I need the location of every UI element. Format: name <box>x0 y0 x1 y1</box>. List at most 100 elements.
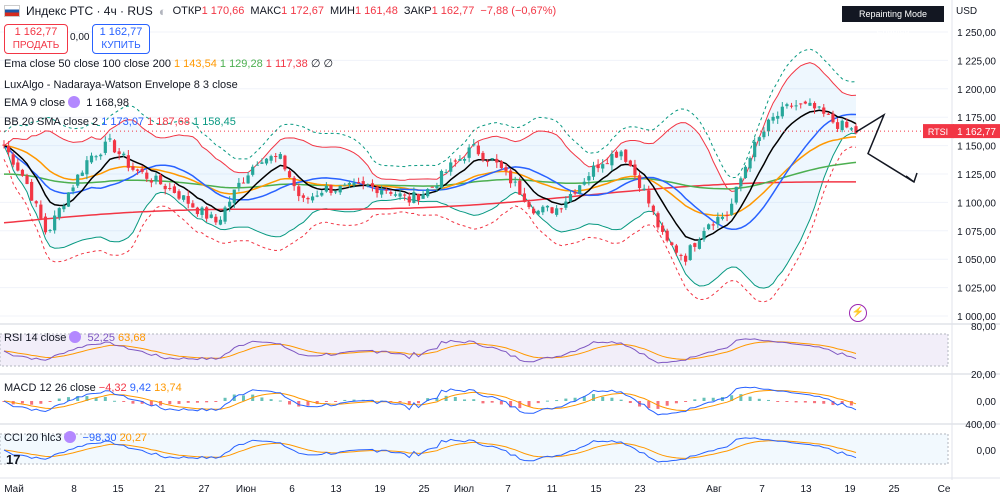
candles[interactable] <box>0 98 948 266</box>
macd-histogram-bar <box>94 397 98 401</box>
candle-body <box>444 172 448 174</box>
candle-body <box>564 201 568 208</box>
candle-body <box>665 230 669 241</box>
legend-luxalgo[interactable]: LuxAlgo - Nadaraya-Watson Envelope 8 3 c… <box>4 79 238 91</box>
candle-body <box>25 175 29 185</box>
tradingview-logo[interactable]: 17 <box>6 452 21 467</box>
macd-histogram-bar <box>463 399 467 401</box>
ema100-line <box>4 161 857 190</box>
macd-histogram-bar <box>140 401 144 404</box>
candle-body <box>94 156 98 158</box>
ohlc-close: ЗАКР1 162,77 <box>403 5 475 17</box>
macd-histogram-bar <box>665 401 669 406</box>
time-tick-label: 13 <box>800 484 812 495</box>
candle-body <box>393 194 398 196</box>
candle-body <box>435 186 439 189</box>
candle-body <box>66 192 71 207</box>
candle-body <box>76 174 80 186</box>
buy-button[interactable]: 1 162,77 КУПИТЬ <box>92 24 150 54</box>
candle-body <box>16 162 20 171</box>
macd-histogram-bar <box>20 401 24 404</box>
candle-body <box>808 102 812 106</box>
candle-body <box>269 156 273 161</box>
macd-histogram-bar <box>103 396 107 401</box>
rsi-band <box>0 333 949 367</box>
candle-body <box>135 169 140 171</box>
legend-rsi[interactable]: RSI 14 close 52,25 63,68 <box>4 331 146 344</box>
ohlc-low: МИН1 161,48 <box>329 5 398 17</box>
candle-body <box>214 216 218 223</box>
sell-button[interactable]: 1 162,77 ПРОДАТЬ <box>4 24 68 54</box>
macd-histogram-bar <box>149 401 153 406</box>
price-axis[interactable]: 1 250,00 1 225,00 1 200,00 1 175,00 1 150,00… <box>923 0 1000 480</box>
forecast-arrow <box>855 113 918 184</box>
macd-histogram-bar <box>674 401 678 404</box>
candle-body <box>182 195 186 200</box>
lightning-icon[interactable]: ⚡ <box>849 304 867 322</box>
candle-body <box>352 182 356 186</box>
symbol-title[interactable]: Индекс РТС · 4ч · RUS <box>26 4 153 18</box>
candle-body <box>513 181 517 183</box>
macd-histogram-bar <box>269 399 273 401</box>
macd-histogram-bar <box>223 397 227 401</box>
candle-body <box>499 161 503 169</box>
macd-histogram-bar <box>195 401 199 403</box>
candle-body <box>490 158 494 160</box>
candle-body <box>799 103 803 105</box>
legend-cci[interactable]: CCI 20 hlc3 −98,30 20,27 <box>4 431 148 444</box>
price-tick-label: 1 025,00 <box>957 284 996 295</box>
symbol-tag-label: RTSI <box>928 127 948 137</box>
candle-body <box>840 120 844 131</box>
settings-icon[interactable] <box>64 431 77 443</box>
forecast-arrowhead <box>905 172 918 184</box>
eye-icon[interactable]: ◐ <box>158 3 167 19</box>
candle-body <box>458 159 462 161</box>
settings-icon[interactable] <box>69 331 82 343</box>
candle-body <box>255 164 259 166</box>
settings-icon[interactable] <box>68 96 81 108</box>
candle-body <box>633 164 637 176</box>
candle-body <box>108 138 112 140</box>
candle-body <box>209 214 213 218</box>
candle-body <box>697 239 702 249</box>
candle-body <box>228 201 232 207</box>
candle-body <box>725 214 729 216</box>
price-tick-label: 1 250,00 <box>957 28 996 39</box>
legend-ema9[interactable]: EMA 9 close 1 168,98 <box>4 96 130 109</box>
macd-histogram-bar <box>30 401 34 405</box>
candle-body <box>605 163 609 165</box>
candle-body <box>817 106 821 108</box>
rsi-main-line <box>3 338 857 364</box>
legend-ema-multi[interactable]: Ema close 50 close 100 close 200 1 143,5… <box>4 58 334 70</box>
buy-label: КУПИТЬ <box>101 40 141 51</box>
candle-body <box>177 191 181 199</box>
currency-selector[interactable]: USD <box>956 6 978 17</box>
macd-histogram-bar <box>85 396 89 401</box>
time-axis[interactable]: Май 8 15 21 27 Июн 6 13 19 25 Июл 7 11 15 23 Авг 7 13 19 25… <box>0 477 1000 495</box>
macd-histogram-bar <box>66 397 70 401</box>
candle-body <box>297 186 301 197</box>
ohlc-open: ОТКР1 170,66 <box>172 5 245 17</box>
candle-body <box>283 155 287 170</box>
candle-body <box>237 182 241 188</box>
macd-histogram-bar <box>57 398 61 401</box>
symbol-tag <box>923 124 954 139</box>
candle-body <box>780 106 784 117</box>
candle-body <box>43 216 48 233</box>
legend-macd[interactable]: MACD 12 26 close −4,32 9,42 13,74 <box>4 382 182 394</box>
macd-histogram-bar <box>518 401 522 409</box>
candle-body <box>278 153 282 159</box>
macd-histogram-bar <box>601 396 605 401</box>
time-tick-label: Авг <box>706 484 722 495</box>
macd-histogram-bar <box>785 401 789 402</box>
macd-signal-line <box>3 389 857 412</box>
macd-histogram-bar <box>324 401 328 402</box>
candle-body <box>541 206 545 213</box>
candle-body <box>205 207 209 219</box>
candle-body <box>619 151 623 157</box>
candle-body <box>794 105 798 107</box>
legend-bb[interactable]: BB 20 SMA close 2 1 173,07 1 187,68 1 15… <box>4 116 236 128</box>
macd-histogram-bar <box>426 398 430 401</box>
buy-price: 1 162,77 <box>99 26 143 38</box>
